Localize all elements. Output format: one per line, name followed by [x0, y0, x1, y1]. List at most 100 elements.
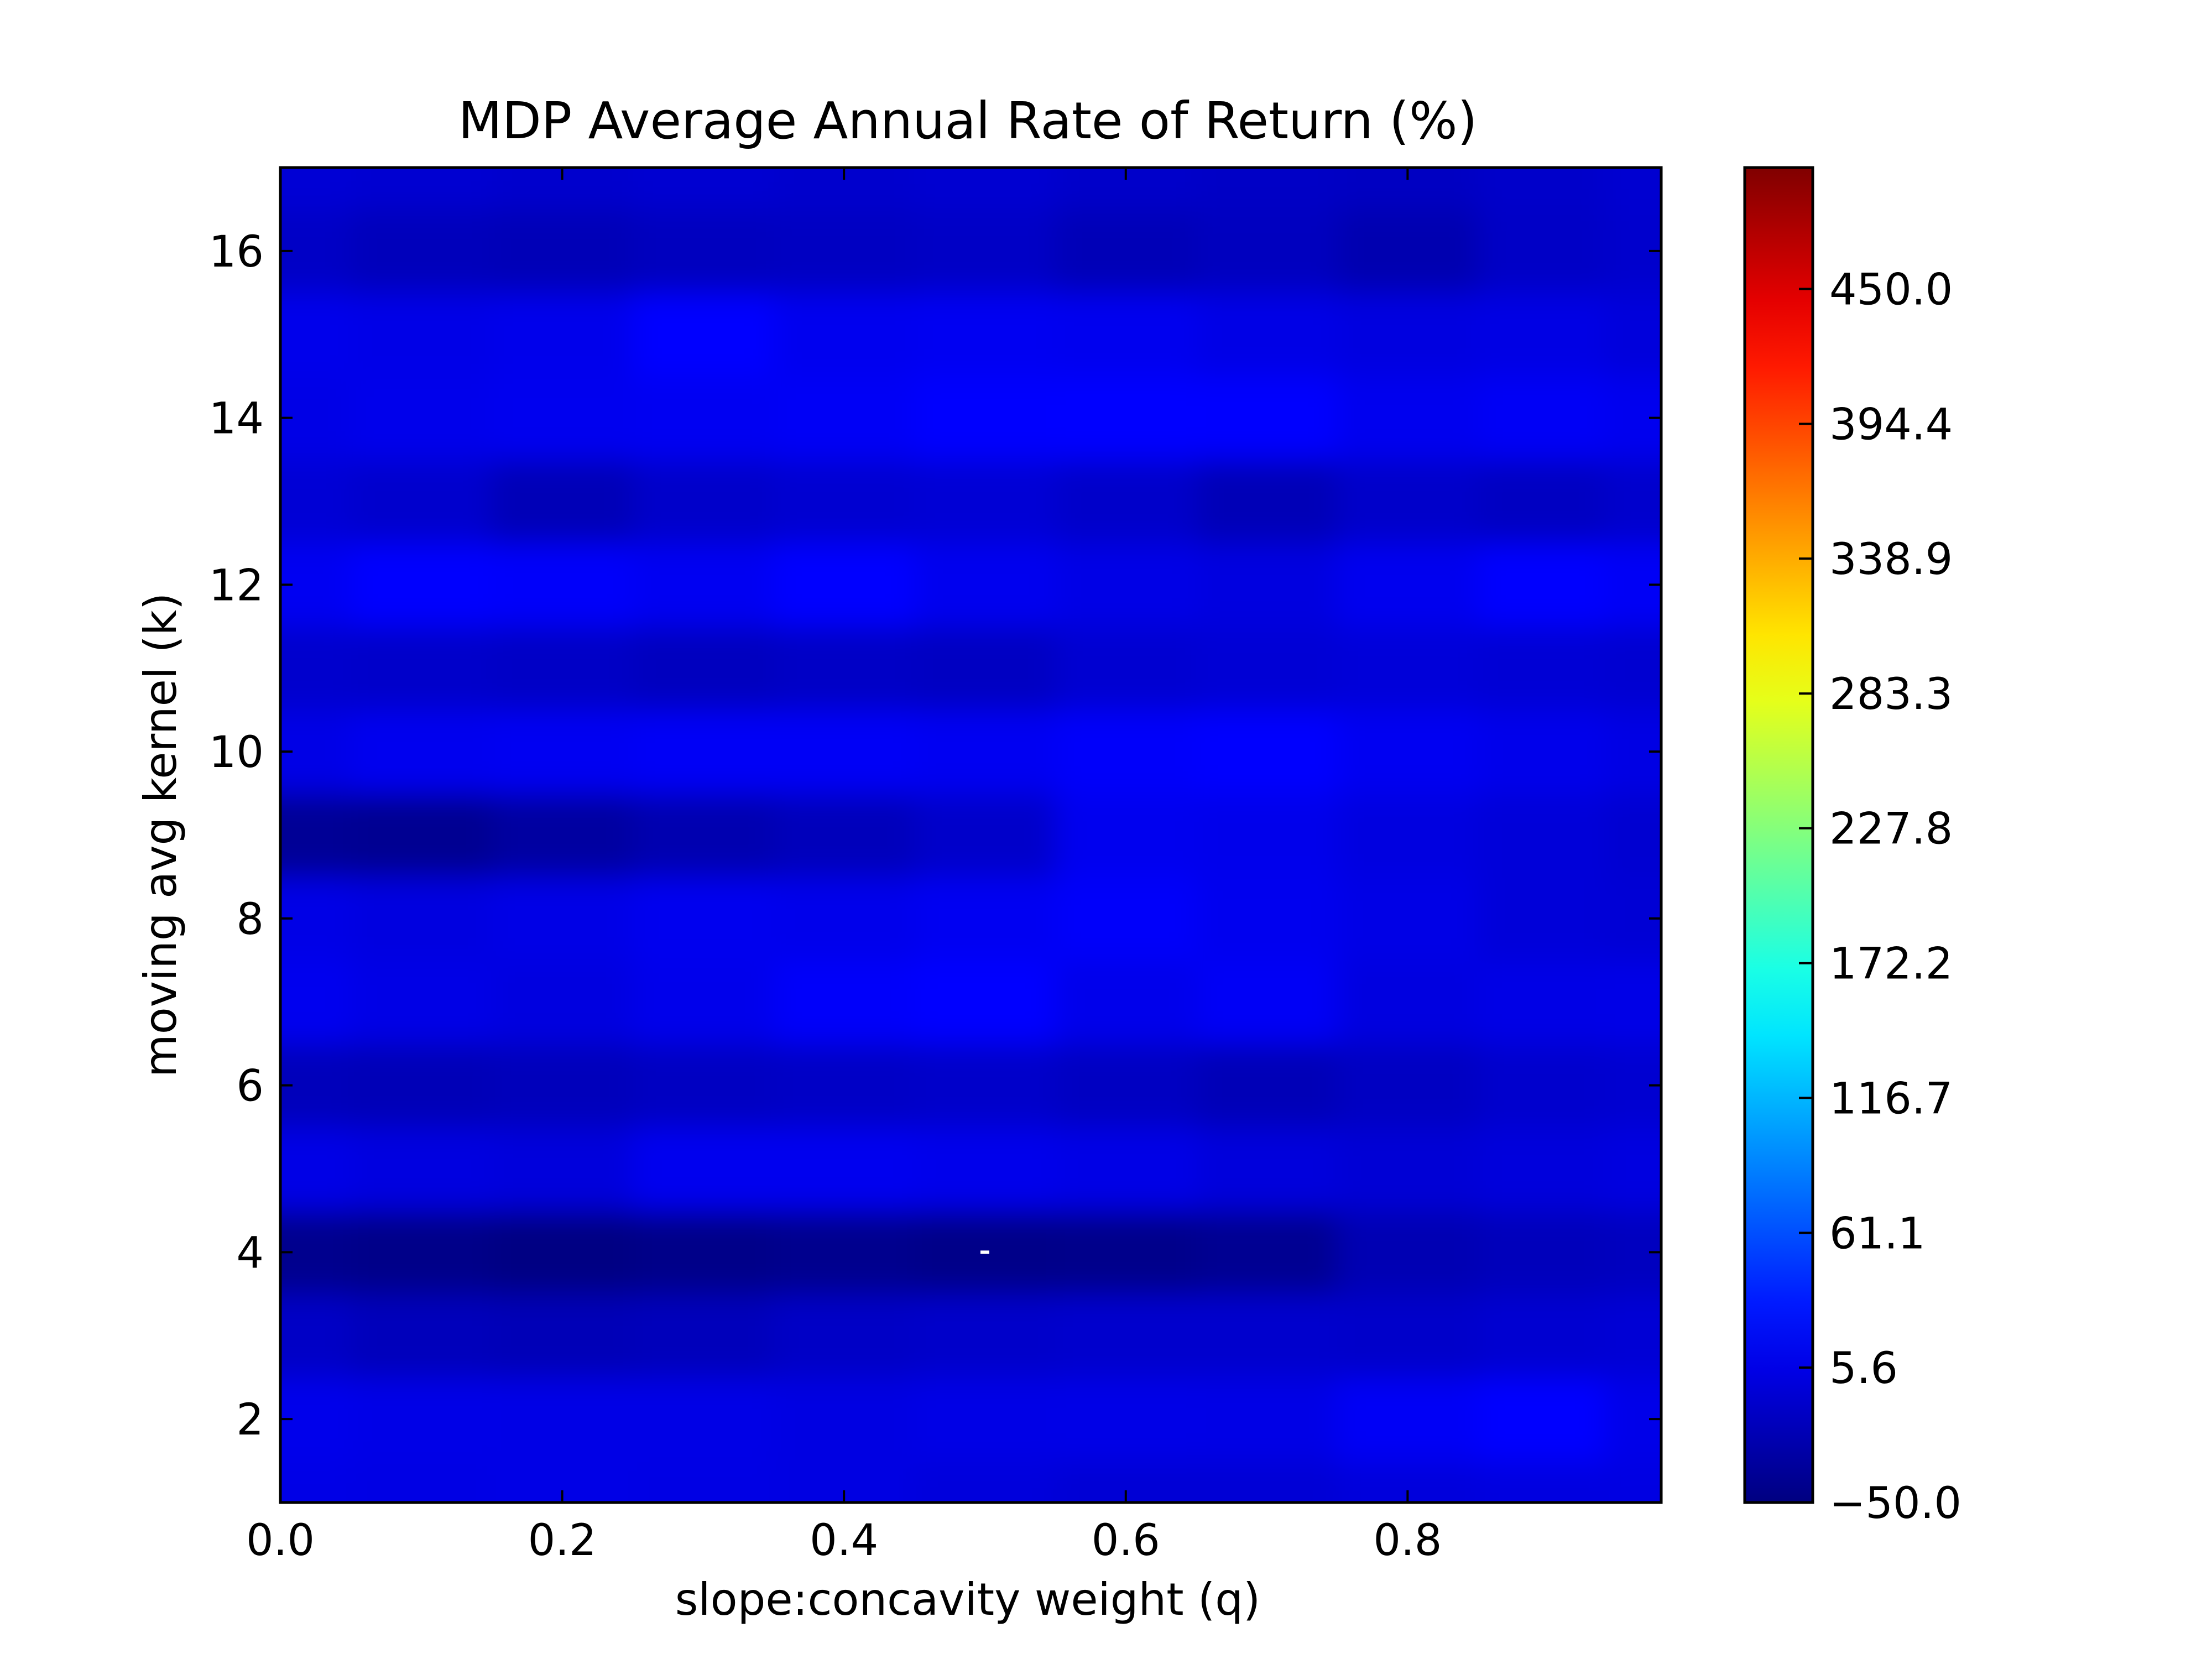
- heatmap-cell: [1605, 1293, 1661, 1378]
- heatmap-cell: [1478, 1127, 1606, 1211]
- heatmap-cell: [1605, 168, 1661, 210]
- heatmap-cell: [1478, 1293, 1606, 1378]
- heatmap-cell: [914, 542, 1056, 627]
- heatmap-cell: [1478, 460, 1606, 544]
- heatmap-cell: [351, 877, 493, 961]
- colorbar-tick-label: 394.4: [1829, 400, 1953, 450]
- heatmap-cell: [1196, 1127, 1338, 1211]
- y-tick-label: 8: [236, 895, 264, 945]
- heatmap-cell: [280, 293, 352, 377]
- heatmap-cell: [492, 1377, 633, 1462]
- heatmap-cell: [1478, 542, 1606, 627]
- heatmap-cell: [773, 542, 915, 627]
- x-axis-label: slope:concavity weight (q): [675, 1574, 1261, 1625]
- heatmap-cell: [1196, 877, 1338, 961]
- plot-frame: [279, 166, 1663, 1504]
- heatmap-cell: [1478, 793, 1606, 878]
- y-tick-label: 6: [236, 1062, 264, 1112]
- heatmap-cell: [914, 626, 1056, 711]
- heatmap-cell: [914, 460, 1056, 544]
- heatmap-cell: [492, 293, 633, 377]
- heatmap-cell: [1337, 1293, 1479, 1378]
- heatmap-cell: [773, 1377, 915, 1462]
- heatmap-cell: [1055, 1210, 1197, 1295]
- heatmap-cell: [1196, 1377, 1338, 1462]
- x-tick-label: 0.4: [810, 1516, 878, 1566]
- heatmap-cell: [280, 168, 352, 210]
- heatmap-cell: [492, 877, 633, 961]
- heatmap-cell: [280, 960, 352, 1045]
- heatmap-cell: [351, 1127, 493, 1211]
- heatmap-cell: [1337, 960, 1479, 1045]
- heatmap-cell: [1478, 1044, 1606, 1128]
- heatmap-cell: [280, 793, 352, 878]
- heatmap-cell: [351, 1210, 493, 1295]
- heatmap-cell: [351, 1377, 493, 1462]
- colorbar-tick-label: 227.8: [1829, 805, 1953, 854]
- annotations: [980, 1250, 989, 1254]
- heatmap-cell: [914, 168, 1056, 210]
- y-tick-label: 2: [236, 1395, 264, 1445]
- heatmap-cell: [1196, 168, 1338, 210]
- heatmap-cell: [1605, 626, 1661, 711]
- heatmap-cell: [1605, 1127, 1661, 1211]
- heatmap-cell: [773, 376, 915, 461]
- heatmap-cell: [492, 376, 633, 461]
- heatmap-cell: [1605, 460, 1661, 544]
- chart-title: MDP Average Annual Rate of Return (%): [458, 91, 1478, 150]
- heatmap-cell: [1605, 793, 1661, 878]
- colorbar: −50.0 5.6 61.1 116.7 172.2 227.8 283.3 338.9 394…: [1743, 166, 1961, 1528]
- heatmap-cell: [1478, 1460, 1606, 1503]
- heatmap-cell: [773, 960, 915, 1045]
- heatmap-cell: [773, 626, 915, 711]
- heatmap-cell: [1196, 709, 1338, 794]
- heatmap-cell: [773, 293, 915, 377]
- heatmap-cell: [1337, 626, 1479, 711]
- heatmap-cell: [1478, 209, 1606, 294]
- heatmap-cell: [351, 209, 493, 294]
- x-tick-label: 0.8: [1373, 1516, 1442, 1566]
- heatmap-cell: [633, 793, 774, 878]
- heatmap-cell: [1337, 877, 1479, 961]
- heatmap-cell: [1196, 626, 1338, 711]
- heatmap-cell: [1478, 376, 1606, 461]
- heatmap-cell: [1478, 960, 1606, 1045]
- colorbar-tick-label: −50.0: [1829, 1479, 1961, 1528]
- heatmap-cell: [914, 709, 1056, 794]
- heatmap-cell: [773, 209, 915, 294]
- heatmap-cell: [1478, 1210, 1606, 1295]
- heatmap-cell: [1337, 1377, 1479, 1462]
- heatmap-cell: [351, 793, 493, 878]
- heatmap-cell: [492, 1044, 633, 1128]
- heatmap-cell: [773, 1127, 915, 1211]
- heatmap-cell: [1055, 1293, 1197, 1378]
- heatmap-cell: [633, 168, 774, 210]
- heatmap-cell: [492, 209, 633, 294]
- heatmap-cells: [280, 168, 1661, 1503]
- heatmap-cell: [492, 542, 633, 627]
- heatmap-cell: [914, 293, 1056, 377]
- heatmap-cell: [633, 542, 774, 627]
- heatmap-cell: [1478, 1377, 1606, 1462]
- heatmap-cell: [1055, 1377, 1197, 1462]
- heatmap-cell: [1337, 542, 1479, 627]
- heatmap-cell: [633, 293, 774, 377]
- annotation-white-speck: [980, 1250, 989, 1254]
- heatmap-cell: [633, 1127, 774, 1211]
- heatmap-cell: [280, 626, 352, 711]
- heatmap-cell: [492, 1210, 633, 1295]
- heatmap-cell: [492, 1127, 633, 1211]
- heatmap-cell: [1196, 960, 1338, 1045]
- y-tick-label: 16: [209, 227, 264, 277]
- heatmap-cell: [1196, 1210, 1338, 1295]
- colorbar-tick-label: 338.9: [1829, 535, 1953, 585]
- heatmap-cell: [351, 168, 493, 210]
- heatmap-cell: [1337, 793, 1479, 878]
- heatmap-cell: [492, 626, 633, 711]
- heatmap-cell: [633, 960, 774, 1045]
- heatmap-cell: [1337, 709, 1479, 794]
- heatmap-cell: [1055, 460, 1197, 544]
- heatmap-cell: [633, 709, 774, 794]
- heatmap-cell: [1337, 1044, 1479, 1128]
- heatmap-cell: [1055, 1044, 1197, 1128]
